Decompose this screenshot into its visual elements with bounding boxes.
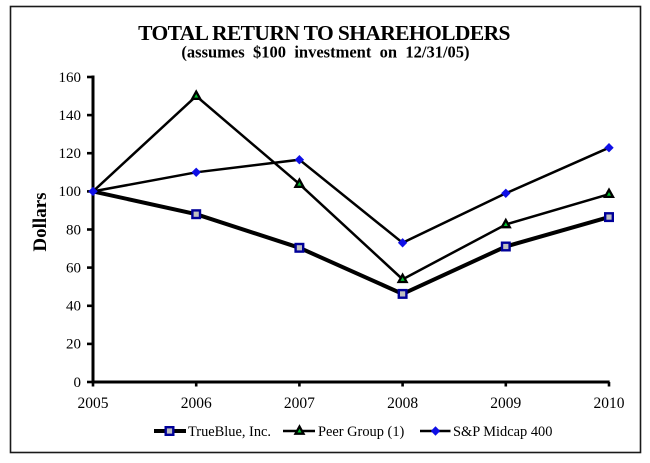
svg-text:S&P Midcap 400: S&P Midcap 400 [453,424,552,440]
svg-text:160: 160 [59,70,82,86]
svg-text:140: 140 [59,108,82,124]
svg-text:2005: 2005 [78,395,109,412]
svg-text:TrueBlue, Inc.: TrueBlue, Inc. [188,424,271,440]
svg-text:2010: 2010 [594,395,625,412]
svg-text:TOTAL RETURN TO SHAREHOLDERS: TOTAL RETURN TO SHAREHOLDERS [138,21,510,45]
svg-text:2009: 2009 [490,395,521,412]
svg-text:2006: 2006 [181,395,212,412]
svg-text:0: 0 [74,375,82,391]
svg-text:80: 80 [66,222,81,238]
svg-text:120: 120 [59,146,82,162]
svg-text:2008: 2008 [387,395,418,412]
svg-text:20: 20 [66,337,81,353]
svg-text:2007: 2007 [284,395,315,412]
svg-text:40: 40 [66,299,81,315]
svg-text:Peer Group (1): Peer Group (1) [318,424,405,440]
svg-text:100: 100 [59,184,82,200]
svg-text:60: 60 [66,260,81,276]
svg-text:Dollars: Dollars [30,192,51,251]
svg-text:(assumes $100 investment on 12: (assumes $100 investment on 12/31/05) [181,43,469,62]
